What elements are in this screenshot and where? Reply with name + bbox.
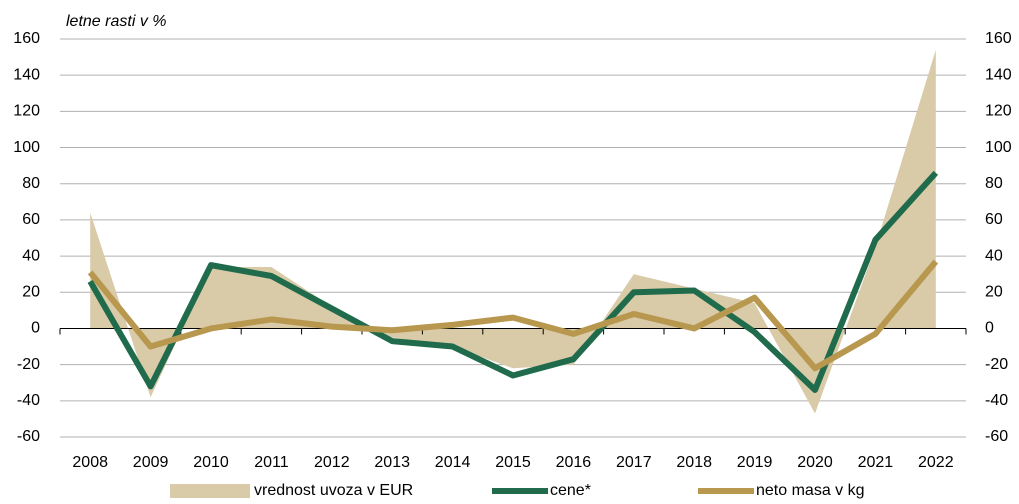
- legend-swatch: [170, 484, 250, 498]
- x-tick-label: 2020: [797, 454, 833, 471]
- y-tick-label: 160: [13, 30, 40, 47]
- line: [87, 170, 939, 393]
- y2-tick-label: -20: [985, 356, 1008, 373]
- y-tick-label: 140: [13, 66, 40, 83]
- y-tick-label: -20: [17, 356, 40, 373]
- y2-tick-label: 60: [985, 211, 1003, 228]
- y-tick-label: -40: [17, 392, 40, 409]
- y2-tick-label: -60: [985, 428, 1008, 445]
- chart-subtitle: letne rasti v %: [66, 13, 166, 30]
- x-tick-label: 2015: [495, 454, 531, 471]
- legend-label: cene*: [550, 482, 591, 499]
- y-tick-label: 120: [13, 103, 40, 120]
- x-tick-label: 2011: [254, 454, 289, 471]
- y-tick-label: 60: [22, 211, 40, 228]
- x-tick-label: 2009: [133, 454, 169, 471]
- x-tick-label: 2010: [193, 454, 229, 471]
- y-tick-label: 100: [13, 139, 40, 156]
- legend-label: vrednost uvoza v EUR: [254, 482, 413, 499]
- y2-tick-label: 120: [985, 103, 1012, 120]
- line: [87, 259, 939, 372]
- y2-tick-label: 80: [985, 175, 1003, 192]
- x-tick-label: 2021: [858, 454, 894, 471]
- y2-tick-label: 0: [985, 320, 994, 337]
- y2-tick-label: -40: [985, 392, 1008, 409]
- y-tick-label: 0: [31, 320, 40, 337]
- y2-tick-label: 40: [985, 247, 1003, 264]
- legend-label: neto masa v kg: [756, 482, 865, 499]
- x-tick-label: 2017: [616, 454, 652, 471]
- x-tick-label: 2013: [374, 454, 410, 471]
- y-tick-label: 20: [22, 283, 40, 300]
- y2-tick-label: 20: [985, 283, 1003, 300]
- y2-tick-label: 160: [985, 30, 1012, 47]
- y2-tick-label: 100: [985, 139, 1012, 156]
- y-tick-label: -60: [17, 428, 40, 445]
- y-tick-label: 40: [22, 247, 40, 264]
- x-tick-label: 2014: [435, 454, 471, 471]
- x-tick-label: 2016: [556, 454, 592, 471]
- x-tick-label: 2008: [72, 454, 108, 471]
- y2-tick-label: 140: [985, 66, 1012, 83]
- y-tick-label: 80: [22, 175, 40, 192]
- x-tick-label: 2018: [676, 454, 712, 471]
- x-tick-label: 2012: [314, 454, 350, 471]
- x-tick-label: 2019: [737, 454, 773, 471]
- x-tick-label: 2022: [918, 454, 954, 471]
